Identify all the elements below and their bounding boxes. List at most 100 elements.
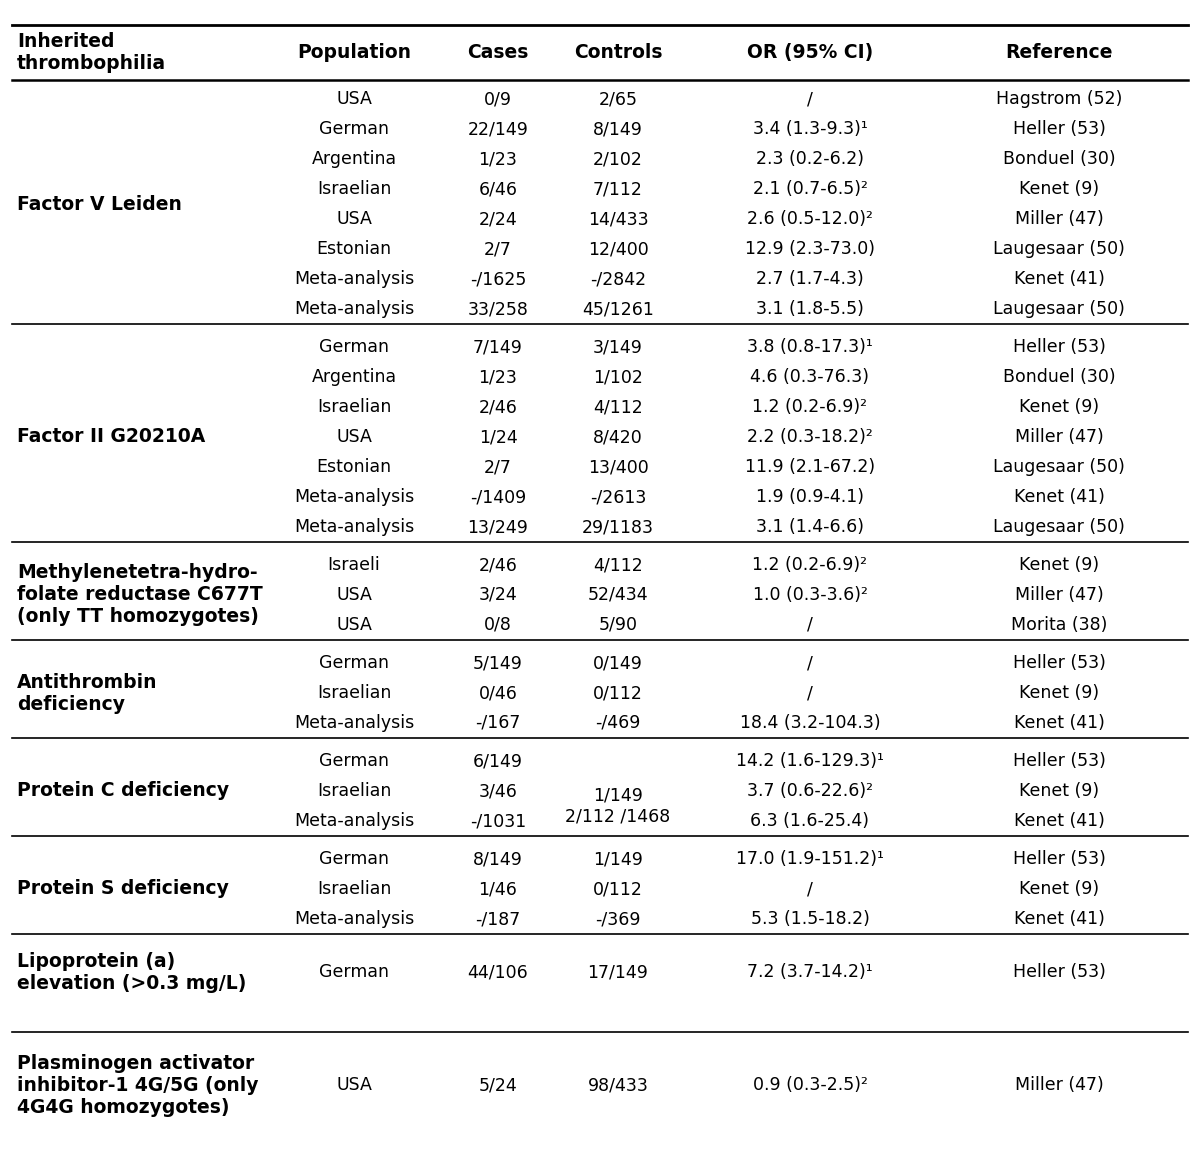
Text: Antithrombin
deficiency: Antithrombin deficiency: [17, 673, 157, 714]
Text: Miller (47): Miller (47): [1015, 1076, 1103, 1093]
Text: 8/149: 8/149: [473, 850, 523, 868]
Text: 6/149: 6/149: [473, 752, 523, 770]
Text: USA: USA: [336, 616, 372, 634]
Text: 3.7 (0.6-22.6)²: 3.7 (0.6-22.6)²: [746, 782, 874, 800]
Text: Controls: Controls: [574, 43, 662, 62]
Text: 7/112: 7/112: [593, 180, 643, 198]
Text: 1/102: 1/102: [593, 368, 643, 386]
Text: 7/149: 7/149: [473, 338, 523, 356]
Text: 1/23: 1/23: [479, 368, 517, 386]
Text: 1/149
2/112 /1468: 1/149 2/112 /1468: [565, 786, 671, 825]
Text: 2.1 (0.7-6.5)²: 2.1 (0.7-6.5)²: [752, 180, 868, 198]
Text: -/1031: -/1031: [470, 812, 526, 830]
Text: 2/7: 2/7: [484, 240, 512, 258]
Text: 0/8: 0/8: [484, 616, 512, 634]
Text: 2/24: 2/24: [479, 210, 517, 229]
Text: -/1409: -/1409: [470, 488, 526, 506]
Text: 1.2 (0.2-6.9)²: 1.2 (0.2-6.9)²: [752, 398, 868, 416]
Text: USA: USA: [336, 428, 372, 447]
Text: 3.8 (0.8-17.3)¹: 3.8 (0.8-17.3)¹: [748, 338, 872, 356]
Text: 1.2 (0.2-6.9)²: 1.2 (0.2-6.9)²: [752, 556, 868, 574]
Text: Morita (38): Morita (38): [1010, 616, 1108, 634]
Text: 2/102: 2/102: [593, 150, 643, 168]
Text: 0.9 (0.3-2.5)²: 0.9 (0.3-2.5)²: [752, 1076, 868, 1093]
Text: German: German: [319, 850, 389, 868]
Text: 8/149: 8/149: [593, 120, 643, 138]
Text: 3.4 (1.3-9.3)¹: 3.4 (1.3-9.3)¹: [752, 120, 868, 138]
Text: 4/112: 4/112: [593, 556, 643, 574]
Text: 3/46: 3/46: [479, 782, 517, 800]
Text: Hagstrom (52): Hagstrom (52): [996, 90, 1122, 108]
Text: Cases: Cases: [467, 43, 529, 62]
Text: 29/1183: 29/1183: [582, 518, 654, 536]
Text: Heller (53): Heller (53): [1013, 338, 1105, 356]
Text: /: /: [808, 684, 812, 702]
Text: 4.6 (0.3-76.3): 4.6 (0.3-76.3): [750, 368, 870, 386]
Text: German: German: [319, 963, 389, 981]
Text: Laugesaar (50): Laugesaar (50): [994, 300, 1124, 318]
Text: -/2842: -/2842: [590, 270, 646, 288]
Text: Kenet (41): Kenet (41): [1014, 488, 1104, 506]
Text: Heller (53): Heller (53): [1013, 654, 1105, 672]
Text: 2/7: 2/7: [484, 458, 512, 476]
Text: 13/249: 13/249: [468, 518, 528, 536]
Text: 33/258: 33/258: [468, 300, 528, 318]
Text: 17/149: 17/149: [588, 963, 648, 981]
Text: 0/46: 0/46: [479, 684, 517, 702]
Text: Methylenetetra-hydro-
folate reductase C677T
(only TT homozygotes): Methylenetetra-hydro- folate reductase C…: [17, 564, 263, 627]
Text: Bonduel (30): Bonduel (30): [1003, 150, 1115, 168]
Text: Israelian: Israelian: [317, 398, 391, 416]
Text: 1/149: 1/149: [593, 850, 643, 868]
Text: 1/24: 1/24: [479, 428, 517, 447]
Text: Miller (47): Miller (47): [1015, 210, 1103, 229]
Text: 2/46: 2/46: [479, 556, 517, 574]
Text: 0/112: 0/112: [593, 684, 643, 702]
Text: 3/24: 3/24: [479, 586, 517, 604]
Text: Reference: Reference: [1006, 43, 1112, 62]
Text: -/167: -/167: [475, 714, 521, 732]
Text: 12/400: 12/400: [588, 240, 648, 258]
Text: 22/149: 22/149: [468, 120, 528, 138]
Text: Kenet (9): Kenet (9): [1019, 880, 1099, 898]
Text: 5.3 (1.5-18.2): 5.3 (1.5-18.2): [750, 909, 870, 928]
Text: Kenet (9): Kenet (9): [1019, 782, 1099, 800]
Text: Heller (53): Heller (53): [1013, 850, 1105, 868]
Text: 13/400: 13/400: [588, 458, 648, 476]
Text: /: /: [808, 880, 812, 898]
Text: Kenet (9): Kenet (9): [1019, 556, 1099, 574]
Text: Meta-analysis: Meta-analysis: [294, 909, 414, 928]
Text: Meta-analysis: Meta-analysis: [294, 812, 414, 830]
Text: 45/1261: 45/1261: [582, 300, 654, 318]
Text: 2.6 (0.5-12.0)²: 2.6 (0.5-12.0)²: [748, 210, 872, 229]
Text: Miller (47): Miller (47): [1015, 586, 1103, 604]
Text: 17.0 (1.9-151.2)¹: 17.0 (1.9-151.2)¹: [736, 850, 884, 868]
Text: Israelian: Israelian: [317, 180, 391, 198]
Text: Plasminogen activator
inhibitor-1 4G/5G (only
4G4G homozygotes): Plasminogen activator inhibitor-1 4G/5G …: [17, 1054, 258, 1117]
Text: Meta-analysis: Meta-analysis: [294, 300, 414, 318]
Text: Lipoprotein (a)
elevation (>0.3 mg/L): Lipoprotein (a) elevation (>0.3 mg/L): [17, 952, 246, 993]
Text: Miller (47): Miller (47): [1015, 428, 1103, 447]
Text: Laugesaar (50): Laugesaar (50): [994, 458, 1124, 476]
Text: Kenet (41): Kenet (41): [1014, 909, 1104, 928]
Text: German: German: [319, 654, 389, 672]
Text: Laugesaar (50): Laugesaar (50): [994, 518, 1124, 536]
Text: USA: USA: [336, 586, 372, 604]
Text: /: /: [808, 654, 812, 672]
Text: 2/65: 2/65: [599, 90, 637, 108]
Text: 0/9: 0/9: [484, 90, 512, 108]
Text: 98/433: 98/433: [588, 1076, 648, 1093]
Text: 6.3 (1.6-25.4): 6.3 (1.6-25.4): [750, 812, 870, 830]
Text: Israelian: Israelian: [317, 684, 391, 702]
Text: Kenet (9): Kenet (9): [1019, 180, 1099, 198]
Text: Factor V Leiden: Factor V Leiden: [17, 195, 182, 213]
Text: 11.9 (2.1-67.2): 11.9 (2.1-67.2): [745, 458, 875, 476]
Text: USA: USA: [336, 210, 372, 229]
Text: -/187: -/187: [475, 909, 521, 928]
Text: /: /: [808, 616, 812, 634]
Text: Israelian: Israelian: [317, 782, 391, 800]
Text: 2.7 (1.7-4.3): 2.7 (1.7-4.3): [756, 270, 864, 288]
Text: Population: Population: [298, 43, 410, 62]
Text: Protein S deficiency: Protein S deficiency: [17, 879, 229, 899]
Text: Meta-analysis: Meta-analysis: [294, 270, 414, 288]
Text: 0/149: 0/149: [593, 654, 643, 672]
